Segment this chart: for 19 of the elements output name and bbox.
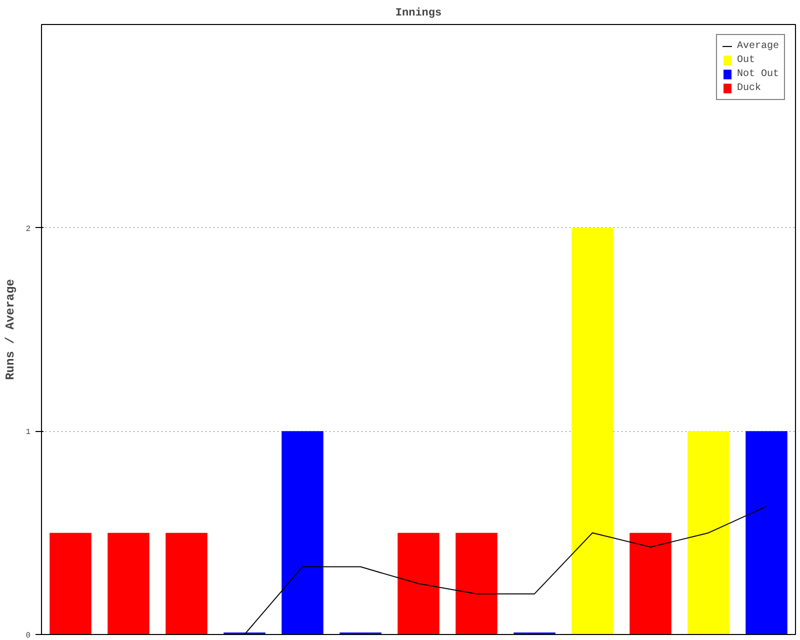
chart-title: Innings xyxy=(395,8,442,20)
bar xyxy=(108,532,150,634)
y-tick-label: 0 xyxy=(26,632,31,640)
legend-label: Average xyxy=(736,40,779,52)
y-tick-label: 2 xyxy=(26,224,31,234)
bar xyxy=(572,228,614,634)
legend-label: Duck xyxy=(736,82,761,94)
bar xyxy=(166,532,208,634)
bar xyxy=(630,532,672,634)
y-axis-title: Runs / Average xyxy=(4,279,18,380)
legend-label: Out xyxy=(736,54,756,66)
bar xyxy=(282,431,324,634)
y-tick-label: 1 xyxy=(26,428,31,438)
bar xyxy=(398,532,440,634)
bar xyxy=(50,532,92,634)
bar xyxy=(746,431,788,634)
legend-label: Not Out xyxy=(736,68,779,80)
bar xyxy=(456,532,498,634)
bar xyxy=(688,431,730,634)
